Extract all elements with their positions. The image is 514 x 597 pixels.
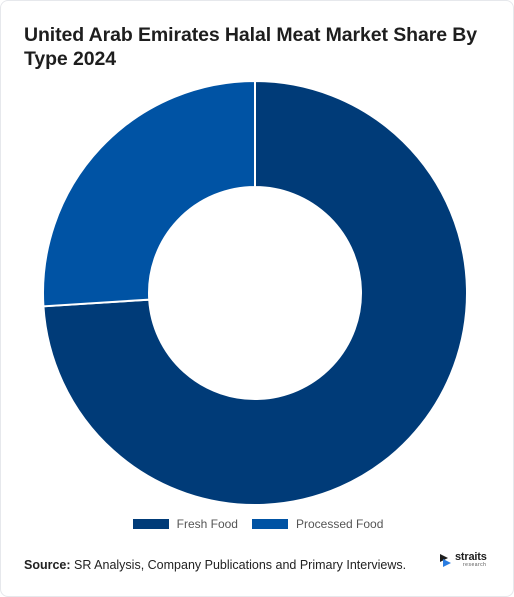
source-text: SR Analysis, Company Publications and Pr…: [70, 558, 407, 572]
legend: Fresh Food Processed Food: [1, 517, 514, 531]
straits-logo: straits research: [438, 552, 487, 568]
source-note: Source: SR Analysis, Company Publication…: [24, 558, 406, 572]
chart-title: United Arab Emirates Halal Meat Market S…: [24, 24, 477, 70]
legend-label-fresh-food: Fresh Food: [176, 517, 238, 531]
legend-label-processed-food: Processed Food: [295, 517, 384, 531]
logo-name: straits: [455, 551, 487, 563]
legend-swatch-fresh-food: [132, 519, 169, 529]
logo-sub: research: [463, 562, 487, 568]
source-label: Source:: [24, 558, 71, 572]
straits-logo-icon: [440, 554, 451, 567]
legend-swatch-processed-food: [251, 519, 288, 529]
donut-chart: [42, 79, 468, 506]
legend-item-fresh-food[interactable]: Fresh Food: [132, 517, 238, 531]
donut-slice-fresh-food[interactable]: [42, 79, 468, 506]
donut-slice-processed-food[interactable]: [42, 79, 256, 308]
legend-item-processed-food[interactable]: Processed Food: [251, 517, 384, 531]
